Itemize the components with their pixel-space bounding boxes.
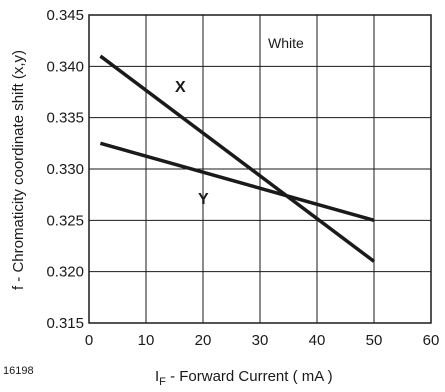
y-tick-label: 0.320 xyxy=(46,264,84,281)
series-line-x xyxy=(100,56,374,261)
series-line-y xyxy=(100,143,374,220)
annotation-white: White xyxy=(268,35,304,51)
x-tick-label: 60 xyxy=(423,332,440,349)
x-tick-labels: 0 10 20 30 40 50 60 xyxy=(85,332,440,349)
y-tick-label: 0.335 xyxy=(46,110,84,127)
series-label-y: Y xyxy=(198,191,209,208)
x-axis-title-rest: - Forward Current ( mA ) xyxy=(166,368,333,385)
y-axis-title: f - Chromaticity coordinate shift (x,y) xyxy=(10,50,27,290)
figure-id: 16198 xyxy=(3,365,34,377)
x-tick-label: 10 xyxy=(138,332,155,349)
x-tick-label: 20 xyxy=(195,332,212,349)
x-tick-label: 0 xyxy=(85,332,93,349)
x-axis-title: IF - Forward Current ( mA ) xyxy=(155,368,333,388)
y-tick-label: 0.345 xyxy=(46,7,84,24)
y-tick-label: 0.325 xyxy=(46,212,84,229)
x-tick-label: 40 xyxy=(309,332,326,349)
x-tick-label: 50 xyxy=(366,332,383,349)
y-tick-labels: 0.315 0.320 0.325 0.330 0.335 0.340 0.345 xyxy=(46,7,84,332)
series-lines xyxy=(100,56,374,261)
series-label-x: X xyxy=(175,79,186,96)
y-tick-label: 0.340 xyxy=(46,58,84,75)
x-tick-label: 30 xyxy=(252,332,269,349)
y-tick-label: 0.315 xyxy=(46,315,84,332)
y-tick-label: 0.330 xyxy=(46,161,84,178)
grid xyxy=(89,15,431,323)
